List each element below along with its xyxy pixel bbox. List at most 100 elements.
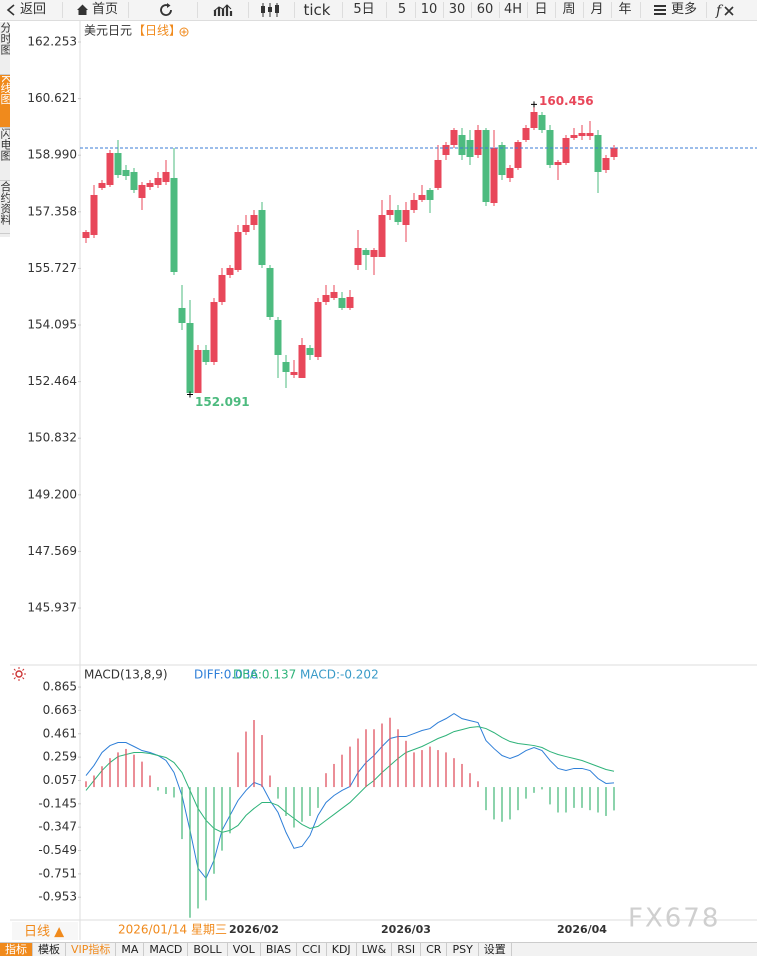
- bottom-tab[interactable]: BIAS: [261, 943, 298, 956]
- bottom-tab[interactable]: 模板: [33, 943, 66, 956]
- candle-body: [178, 307, 186, 324]
- candle-body: [330, 291, 338, 298]
- candle-body: [362, 250, 370, 256]
- candle-body: [82, 232, 90, 239]
- candle-body: [226, 267, 234, 275]
- candle-body: [458, 135, 466, 155]
- back-button[interactable]: 返回: [19, 2, 46, 17]
- period-button[interactable]: 5日: [353, 2, 375, 17]
- candle-body: [186, 323, 194, 394]
- y-tick-label: 157.358: [27, 204, 77, 218]
- bar-chart-button[interactable]: [213, 3, 233, 17]
- home-button[interactable]: 首页: [91, 2, 118, 17]
- candle-body: [402, 210, 410, 225]
- legend-entry: MACD:-0.202: [300, 668, 379, 682]
- candle-body: [242, 224, 250, 233]
- candle-body: [482, 130, 490, 202]
- candle-body: [162, 171, 170, 183]
- period-button[interactable]: 日: [534, 2, 548, 17]
- candle-body: [130, 171, 138, 190]
- candle-body: [90, 194, 98, 235]
- bottom-tab[interactable]: CCI: [297, 943, 327, 956]
- candle-body: [170, 177, 178, 273]
- candle-body: [394, 210, 402, 223]
- y-tick-label: 0.865: [43, 680, 77, 694]
- tick-button[interactable]: tick: [303, 1, 331, 19]
- bottom-tab[interactable]: PSY: [447, 943, 479, 956]
- candle-body: [274, 319, 282, 355]
- bottom-tab[interactable]: MA: [116, 943, 145, 956]
- period-button[interactable]: 年: [618, 2, 632, 17]
- y-tick-label: 152.464: [27, 374, 77, 388]
- bottom-tab[interactable]: 设置: [479, 943, 512, 956]
- period-button[interactable]: 10: [420, 2, 438, 17]
- macd-line: [85, 726, 615, 833]
- bottom-tabs: 指标 模板 VIP指标 MA MACD BOLL VOL BIAS CCI KD…: [0, 942, 757, 956]
- side-tab[interactable]: 闪电图: [0, 128, 10, 181]
- more-button[interactable]: 更多: [670, 2, 697, 17]
- candle-body: [522, 127, 530, 141]
- candle-body: [146, 182, 154, 188]
- period-button[interactable]: 月: [590, 2, 604, 17]
- period-button[interactable]: 周: [562, 2, 576, 17]
- candle-body: [258, 210, 266, 265]
- bottom-tab[interactable]: LW&: [357, 943, 393, 956]
- period-button[interactable]: 4H: [503, 2, 523, 17]
- refresh-button[interactable]: [158, 2, 174, 18]
- candle-body: [426, 189, 434, 200]
- candle-body: [586, 132, 594, 137]
- y-tick-label: -0.751: [38, 866, 77, 880]
- candle-body: [554, 161, 562, 165]
- period-button[interactable]: 60: [476, 2, 494, 17]
- bottom-tab[interactable]: RSI: [392, 943, 422, 956]
- period-button[interactable]: 30: [448, 2, 466, 17]
- bottom-tab[interactable]: VIP指标: [66, 943, 117, 956]
- candle-chart-button[interactable]: [260, 2, 280, 18]
- side-tab[interactable]: 合约资料: [0, 181, 10, 234]
- more-icon: [654, 5, 666, 15]
- extreme-marker: [531, 101, 537, 108]
- y-tick-label: 150.832: [27, 431, 77, 445]
- bottom-tab[interactable]: BOLL: [188, 943, 228, 956]
- candle-body: [114, 153, 122, 176]
- candle-body: [370, 250, 378, 257]
- candle-body: [106, 153, 114, 185]
- indicator-title: MACD(13,8,9): [84, 668, 168, 682]
- bottom-tab[interactable]: CR: [421, 943, 448, 956]
- candle-body: [562, 137, 570, 164]
- candle-body: [538, 114, 546, 131]
- settings-icon[interactable]: [12, 667, 26, 681]
- toolbar: 返回 首页 tick 5日 5 10 30 60 4H 日 周 月 年 更多 f: [0, 0, 757, 21]
- candle-body: [378, 215, 386, 257]
- y-tick-label: 147.569: [27, 544, 77, 558]
- extreme-marker: [187, 391, 193, 398]
- y-tick-label: 162.253: [27, 34, 77, 48]
- candle-body: [578, 132, 586, 137]
- bottom-tab[interactable]: VOL: [228, 943, 261, 956]
- y-tick-label: 149.200: [27, 487, 77, 501]
- candle-body: [418, 194, 426, 200]
- bottom-tab[interactable]: MACD: [144, 943, 189, 956]
- x-tick-label: 2026/04: [557, 923, 607, 936]
- formula-button[interactable]: f: [714, 2, 738, 18]
- candle-body: [466, 140, 474, 158]
- candle-body: [410, 199, 418, 211]
- candle-body: [98, 182, 106, 188]
- period-button[interactable]: 日线 ▲: [24, 925, 64, 940]
- candle-body: [306, 347, 314, 355]
- candle-body: [354, 247, 362, 265]
- candle-body: [122, 170, 130, 177]
- candle-body: [282, 361, 290, 372]
- candle-body: [138, 184, 146, 199]
- bottom-tab[interactable]: KDJ: [327, 943, 357, 956]
- y-tick-label: 145.937: [27, 601, 77, 615]
- period-button[interactable]: 5: [397, 2, 407, 17]
- candle-body: [314, 302, 322, 358]
- side-tab[interactable]: K线图: [0, 75, 10, 128]
- bottom-tab[interactable]: 指标: [0, 943, 33, 956]
- zoom-icon[interactable]: [179, 27, 189, 37]
- side-tab[interactable]: 分时图: [0, 22, 10, 75]
- x-tick-label: 2026/02: [229, 923, 279, 936]
- x-tick-label: 2026/03: [381, 923, 431, 936]
